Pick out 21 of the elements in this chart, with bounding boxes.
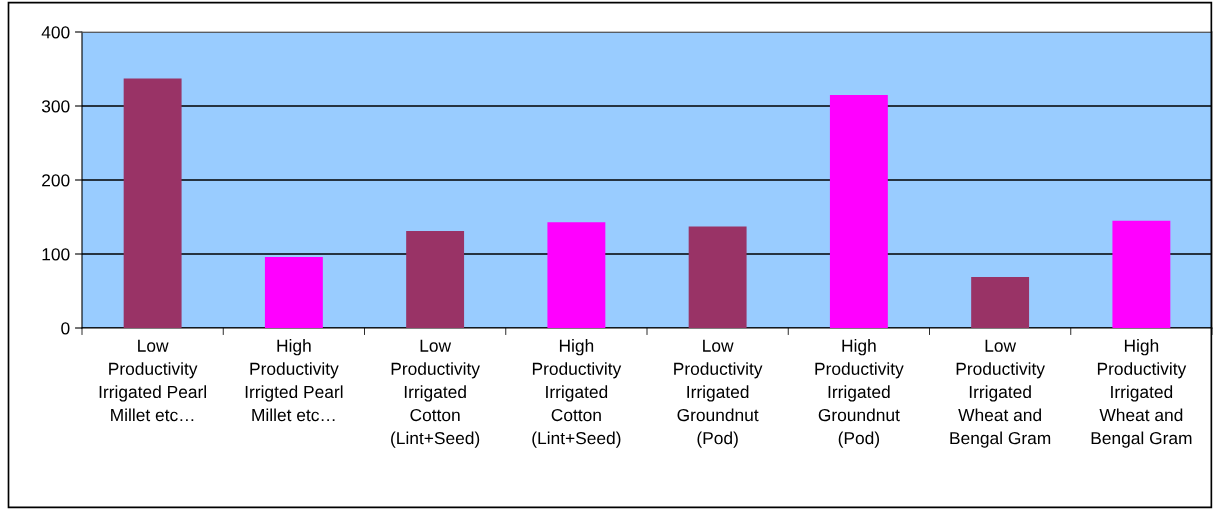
y-tick-label: 300 — [41, 100, 70, 113]
x-tick-label: High Productivity Irrigated Cotton (Lint+Seed) — [532, 339, 622, 448]
x-tick-label: Low Productivity Irrigated Groundnut (Pod) — [674, 339, 763, 448]
bar — [264, 256, 323, 328]
y-tick-label: 100 — [42, 248, 70, 261]
y-tick-label: 400 — [41, 26, 70, 39]
x-tick-label: High Productivity Irrigted Pearl Millet etc… — [245, 339, 343, 422]
bar — [688, 226, 747, 328]
bar — [123, 78, 182, 328]
x-tick-label: Low Productivity Irrigated Pearl Millet etc… — [99, 339, 206, 422]
x-tick-label: High Productivity Irrigated Groundnut (Pod) — [815, 339, 904, 448]
bar — [971, 276, 1030, 328]
bar — [1112, 220, 1171, 328]
x-tick-label: High Productivity Irrigated Wheat and Bengal Gram — [1091, 339, 1192, 448]
y-tick-label: 0 — [61, 322, 70, 335]
bar — [829, 94, 888, 328]
x-tick-label: Low Productivity Irrigated Wheat and Bengal Gram — [950, 339, 1051, 448]
bar — [547, 222, 606, 328]
x-tick-label: Low Productivity Irrigated Cotton (Lint+Seed) — [391, 339, 480, 448]
bar — [406, 231, 465, 328]
y-tick-label: 200 — [42, 174, 70, 187]
